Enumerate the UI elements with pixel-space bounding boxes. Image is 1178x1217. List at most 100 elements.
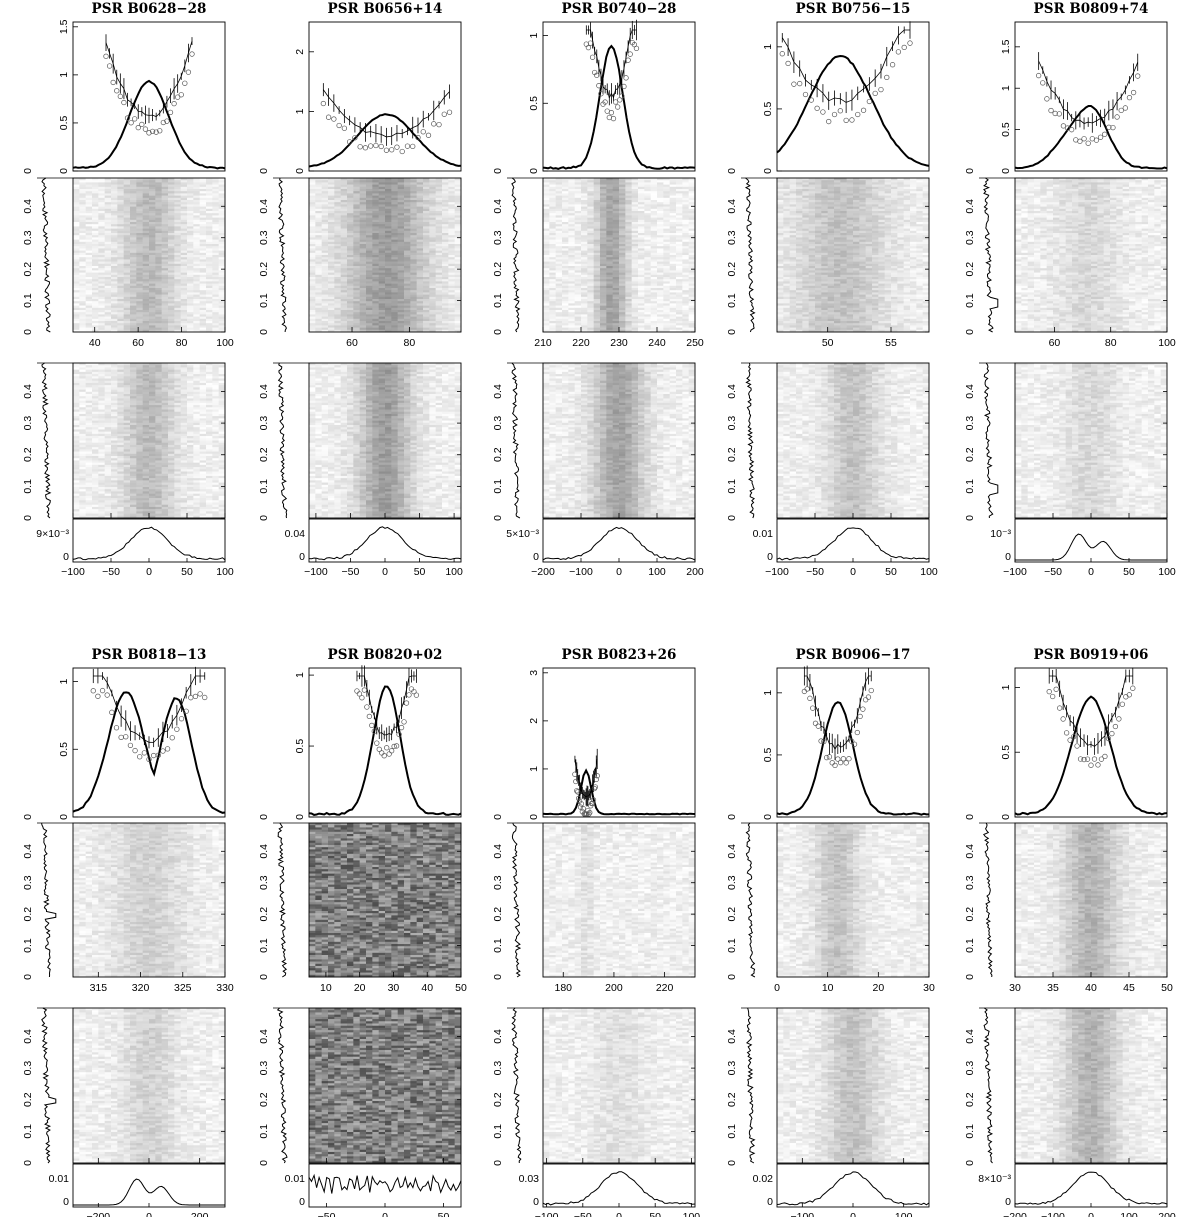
spectrum-cell (187, 401, 194, 404)
spectrum-cell (98, 478, 105, 481)
spectrum-cell (341, 209, 348, 212)
spectrum-cell (117, 310, 124, 313)
spectrum-cell (193, 429, 200, 432)
spectrum-cell (155, 193, 162, 196)
spectrum-cell (372, 204, 379, 207)
spectrum-cell (404, 191, 411, 194)
spectrum-cell (193, 246, 200, 249)
spectrum-cell (86, 405, 93, 408)
spectrum-cell (143, 253, 150, 256)
spectrum-cell (105, 220, 112, 223)
spectrum-cell (117, 496, 124, 499)
spectrum-cell (341, 226, 348, 229)
spectrum-cell (423, 187, 430, 190)
profile-ytick-label: 1 (294, 108, 306, 114)
spectrum-cell (341, 224, 348, 227)
spectrum-cell (212, 288, 219, 291)
spectrum-cell (379, 242, 386, 245)
spectrum-cell (200, 509, 207, 512)
spectrum-cell (193, 447, 200, 450)
spectrum-cell (212, 253, 219, 256)
spectrum-cell (98, 509, 105, 512)
spectrum-cell (448, 253, 455, 256)
spectrum-cell (79, 407, 86, 410)
spectrum-cell (117, 381, 124, 384)
spectrum-cell (187, 379, 194, 382)
spectrum-cell (149, 295, 156, 298)
spectrum-cell (117, 467, 124, 470)
spectrum-cell (168, 467, 175, 470)
spectrum-cell (73, 306, 80, 309)
spectrum-cell (136, 503, 143, 506)
spectrum-cell (105, 180, 112, 183)
spectrum-cell (206, 385, 213, 388)
spectrum-cell (200, 189, 207, 192)
spectrum-cell (136, 489, 143, 492)
spectrum-cell (181, 427, 188, 430)
spectrum-cell (322, 209, 329, 212)
spectrum-cell (187, 370, 194, 373)
spectrum-cell (181, 485, 188, 488)
spectrum-cell (168, 240, 175, 243)
spectrum-cell (155, 198, 162, 201)
spectrum-cell (200, 204, 207, 207)
spectrum-cell (174, 503, 181, 506)
spectrum-cell (117, 498, 124, 501)
spectrum-cell (111, 262, 118, 265)
spectrum-cell (347, 213, 354, 216)
lrfs-point (342, 126, 347, 131)
spectrum-cell (429, 224, 436, 227)
spectrum-cell (143, 281, 150, 284)
spectrum-cell (315, 191, 322, 194)
spectrum-cell (162, 478, 169, 481)
spectrum-cell (219, 246, 226, 249)
spectrum-cell (136, 268, 143, 271)
spectrum-cell (79, 306, 86, 309)
spectrum-cell (309, 251, 316, 254)
spectrum-cell (86, 505, 93, 508)
spectrum-cell (130, 277, 137, 280)
spectrum-cell (124, 277, 131, 280)
spectrum-cell (149, 379, 156, 382)
spectrum-cell (206, 200, 213, 203)
spectrum-cell (162, 284, 169, 287)
spectrum-cell (130, 405, 137, 408)
spectrum-cell (366, 248, 373, 251)
spectrum-cell (334, 229, 341, 232)
spectrum-cell (105, 213, 112, 216)
spectrum-cell (98, 480, 105, 483)
spectrum-cell (168, 514, 175, 517)
spectrum-cell (117, 180, 124, 183)
spectrum-cell (105, 299, 112, 302)
spectrum-cell (417, 244, 424, 247)
spectrum-cell (410, 185, 417, 188)
spectrum-cell (417, 231, 424, 234)
spectrum-cell (385, 237, 392, 240)
spectrum-cell (117, 472, 124, 475)
spectrum-cell (98, 209, 105, 212)
spectrum-cell (187, 483, 194, 486)
spectrum-cell (436, 240, 443, 243)
spectrum-cell (105, 425, 112, 428)
spectrum-cell (442, 248, 449, 251)
spectrum-cell (436, 185, 443, 188)
spectrum-cell (206, 434, 213, 437)
spectrum-cell (86, 224, 93, 227)
spectrum-cell (181, 310, 188, 313)
spectrum-cell (219, 367, 226, 370)
spectrum-cell (162, 365, 169, 368)
spectrum-cell (206, 463, 213, 466)
spectrum-cell (219, 429, 226, 432)
spectrum-cell (219, 207, 226, 210)
spectrum-cell (315, 248, 322, 251)
spectrum-cell (98, 465, 105, 468)
spectrum-cell (398, 231, 405, 234)
spectrum-cell (322, 237, 329, 240)
spectrum-cell (385, 231, 392, 234)
spectrum-cell (309, 200, 316, 203)
spectrum-cell (162, 485, 169, 488)
spectrum-cell (98, 394, 105, 397)
spectrum-cell (136, 496, 143, 499)
spectrum-cell (212, 496, 219, 499)
spectrum-cell (98, 215, 105, 218)
